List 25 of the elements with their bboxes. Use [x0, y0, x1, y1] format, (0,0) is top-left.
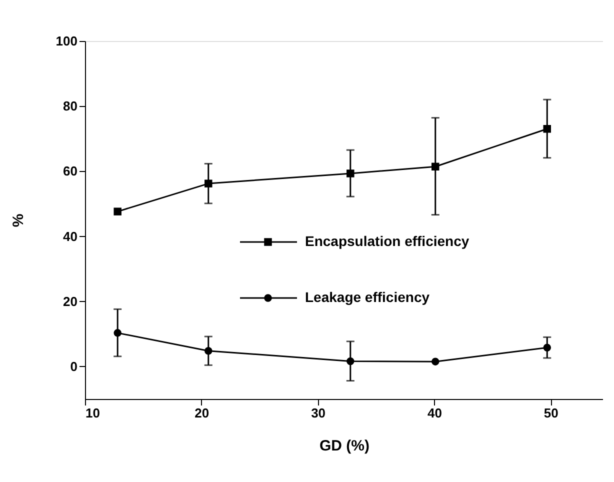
- point: [432, 162, 440, 170]
- x-tick-label: 20: [194, 406, 210, 420]
- x-tick-label: 30: [311, 406, 326, 420]
- x-tick-label: 10: [86, 406, 100, 420]
- x-tick-label: 40: [427, 406, 442, 420]
- point: [114, 208, 122, 216]
- y-tick-label: 80: [63, 98, 78, 114]
- point: [346, 357, 354, 366]
- point: [432, 358, 440, 366]
- y-tick-label: 60: [63, 164, 78, 179]
- y-tick-label: 20: [63, 294, 78, 309]
- legend-label: Encapsulation efficiency: [305, 233, 470, 249]
- x-tick-label: 50: [544, 406, 558, 420]
- y-tick-label: 0: [70, 358, 78, 374]
- y-axis-title: %: [10, 214, 27, 228]
- point: [114, 329, 122, 337]
- y-tick-label: 40: [63, 228, 78, 244]
- point: [204, 180, 212, 188]
- point: [543, 344, 551, 352]
- y-tick-label: 100: [56, 34, 78, 48]
- point: [346, 170, 354, 178]
- legend-label: Leakage efficiency: [305, 289, 430, 305]
- x-axis-title: GD (%): [320, 438, 370, 454]
- point: [204, 346, 212, 355]
- point: [543, 125, 551, 133]
